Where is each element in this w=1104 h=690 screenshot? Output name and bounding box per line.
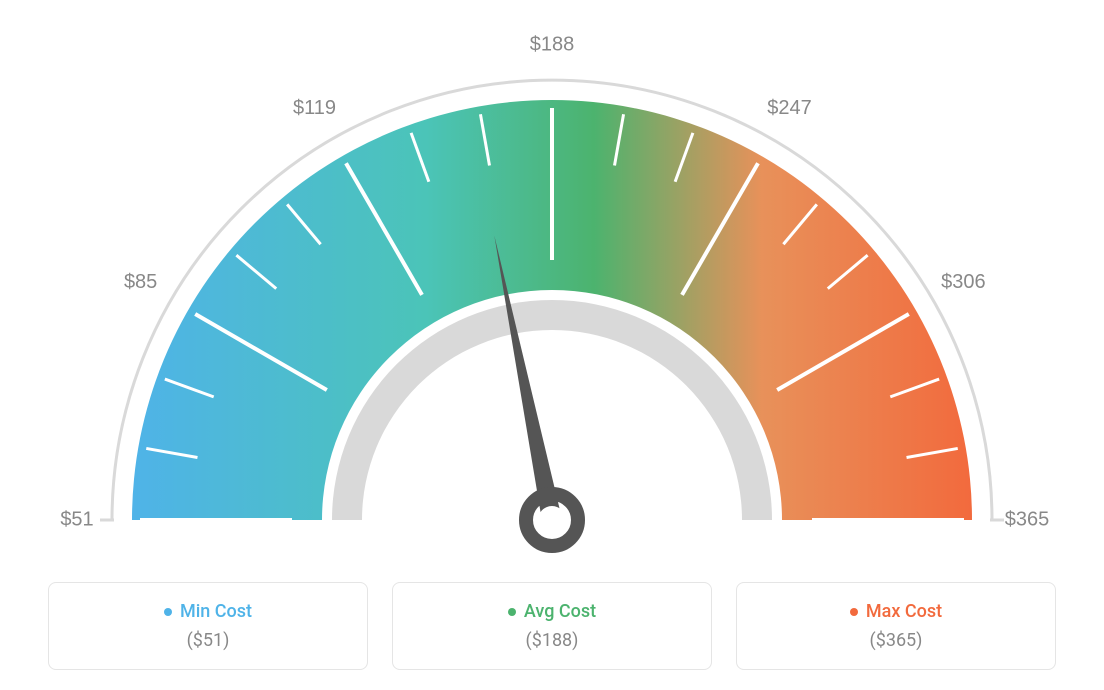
legend-card-min: Min Cost ($51) xyxy=(48,582,368,670)
svg-text:$51: $51 xyxy=(60,508,93,530)
legend-value-min: ($51) xyxy=(61,630,355,651)
legend-dot-max xyxy=(850,608,858,616)
legend-value-avg: ($188) xyxy=(405,630,699,651)
gauge-svg: $51 $85 $119 $188 $247 $306 $365 xyxy=(52,20,1052,580)
svg-text:$306: $306 xyxy=(941,271,986,293)
legend-row: Min Cost ($51) Avg Cost ($188) Max Cost … xyxy=(0,582,1104,670)
legend-label-row: Max Cost xyxy=(749,601,1043,622)
svg-text:$119: $119 xyxy=(293,97,336,119)
legend-label-row: Avg Cost xyxy=(405,601,699,622)
legend-label-row: Min Cost xyxy=(61,601,355,622)
legend-dot-min xyxy=(164,608,172,616)
legend-label-max: Max Cost xyxy=(866,601,942,622)
legend-label-min: Min Cost xyxy=(180,601,252,622)
legend-card-avg: Avg Cost ($188) xyxy=(392,582,712,670)
svg-text:$188: $188 xyxy=(530,33,575,55)
svg-text:$247: $247 xyxy=(767,97,812,119)
legend-value-max: ($365) xyxy=(749,630,1043,651)
legend-card-max: Max Cost ($365) xyxy=(736,582,1056,670)
legend-dot-avg xyxy=(508,608,516,616)
gauge-chart: $51 $85 $119 $188 $247 $306 $365 xyxy=(52,20,1052,584)
svg-text:$85: $85 xyxy=(124,271,157,293)
legend-label-avg: Avg Cost xyxy=(524,601,596,622)
svg-text:$365: $365 xyxy=(1005,508,1050,530)
